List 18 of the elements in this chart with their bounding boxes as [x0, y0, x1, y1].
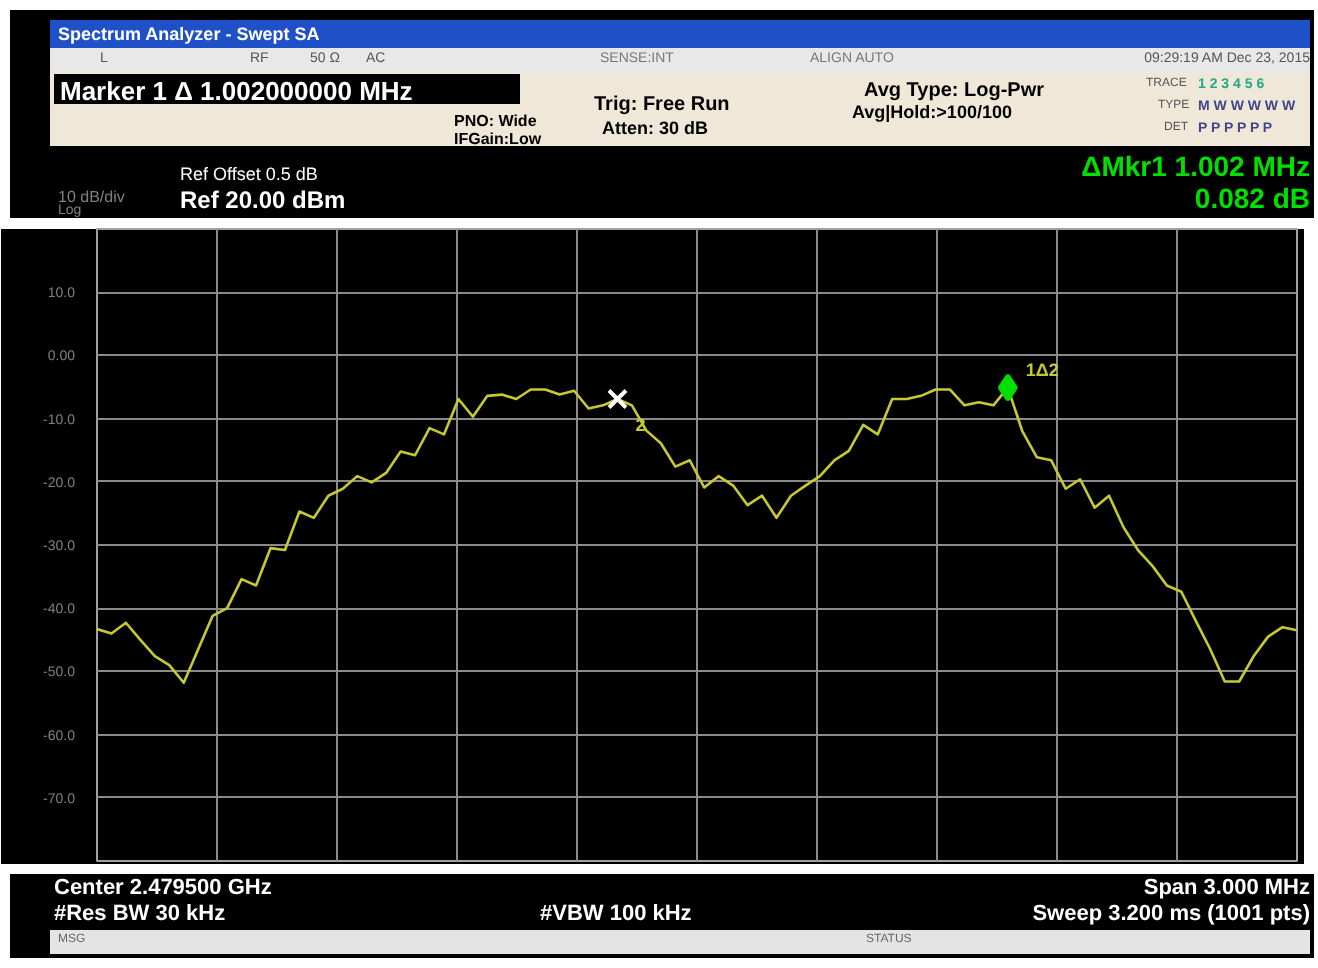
text: Ref Offset 0.5 dB	[180, 162, 318, 188]
chart-title: Marker 1 Δ 1.002000000 MHz	[60, 74, 413, 110]
text: Ref 20.00 dBm	[180, 184, 346, 218]
text: #Res BW 30 kHz	[54, 900, 226, 930]
text: 0.082 dB	[1194, 180, 1310, 218]
text: Sweep 3.200 ms (1001 pts)	[1032, 900, 1310, 930]
text: Trig: Free Run	[594, 92, 730, 120]
text: Atten: 30 dB	[602, 116, 709, 142]
text: Avg Type: Log-Pwr	[864, 78, 1044, 105]
text: #VBW 100 kHz	[540, 900, 692, 930]
text: Center 2.479500 GHz	[54, 874, 272, 904]
text: ΔMkr1 1.002 MHz	[1081, 148, 1310, 186]
text: PNO: Wide	[454, 110, 537, 132]
text: Avg|Hold:>100/100	[852, 101, 1012, 126]
text: Span 3.000 MHz	[1143, 874, 1310, 904]
text: IFGain:Low	[454, 128, 542, 151]
text: 10 dB/div	[58, 186, 125, 206]
text: Spectrum Analyzer - Swept SA	[58, 22, 320, 48]
